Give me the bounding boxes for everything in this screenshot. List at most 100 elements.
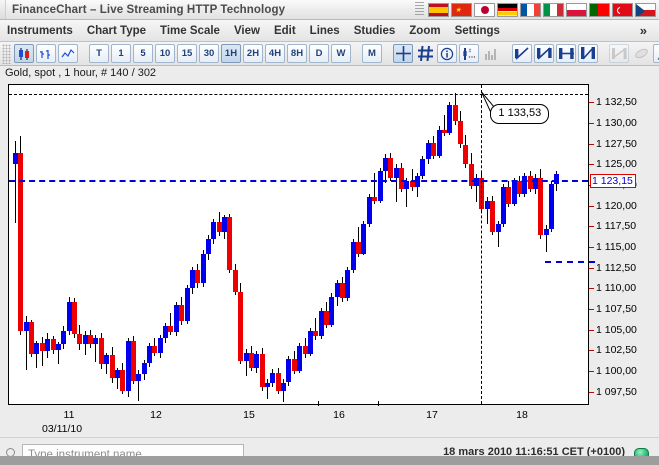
flag-poland[interactable] bbox=[566, 2, 587, 17]
menu-item-settings[interactable]: Settings bbox=[454, 24, 500, 37]
annotation-vertical-line-black[interactable] bbox=[481, 85, 483, 404]
menu-item-lines[interactable]: Lines bbox=[309, 24, 340, 37]
candle-body bbox=[340, 283, 346, 299]
candle-body bbox=[18, 152, 24, 332]
menu-overflow-button[interactable]: » bbox=[639, 23, 647, 38]
title-bar: FinanceChart – Live Streaming HTTP Techn… bbox=[0, 0, 659, 20]
volume-bars-icon[interactable] bbox=[481, 44, 501, 63]
timeframe-button-1h[interactable]: 1H bbox=[221, 44, 241, 63]
candlestick bbox=[297, 85, 303, 404]
menu-item-chart-type[interactable]: Chart Type bbox=[86, 24, 147, 37]
candle-body bbox=[425, 142, 431, 160]
candlestick bbox=[168, 85, 174, 404]
flag-spain[interactable] bbox=[428, 2, 449, 17]
candle-wick bbox=[138, 370, 140, 401]
candle-wick bbox=[283, 379, 285, 403]
timeframe-button-10[interactable]: 10 bbox=[155, 44, 175, 63]
time-axis[interactable]: 03/11/10 11 12 15 16 17 18 bbox=[8, 401, 589, 437]
flag-portugal[interactable] bbox=[589, 2, 610, 17]
timeframe-button-4h[interactable]: 4H bbox=[265, 44, 285, 63]
candlestick bbox=[543, 85, 549, 404]
flag-france[interactable] bbox=[520, 2, 541, 17]
candlestick bbox=[238, 85, 244, 404]
price-plot[interactable]: 1 133,53 bbox=[8, 84, 589, 405]
timeframe-button-t[interactable]: T bbox=[89, 44, 109, 63]
candlestick bbox=[522, 85, 528, 404]
candle-body bbox=[50, 338, 56, 351]
flag-czech[interactable] bbox=[635, 2, 656, 17]
timeframe-button-d[interactable]: D bbox=[309, 44, 329, 63]
candlestick bbox=[13, 85, 18, 404]
svg-text:#: # bbox=[469, 48, 472, 54]
price-axis-tick-label: 1 127,50 bbox=[596, 137, 637, 150]
candle-wick bbox=[374, 172, 376, 204]
menu-item-zoom[interactable]: Zoom bbox=[409, 24, 441, 37]
flag-japan[interactable] bbox=[474, 2, 495, 17]
instrument-search-input[interactable]: Type instrument name bbox=[22, 444, 244, 464]
candle-body bbox=[533, 177, 539, 190]
candle-body bbox=[543, 228, 549, 236]
timeframe-label: 5 bbox=[140, 47, 146, 59]
candlestick-chart-icon[interactable] bbox=[14, 44, 34, 63]
vertical-line-icon[interactable] bbox=[578, 44, 598, 63]
candlestick bbox=[104, 85, 110, 404]
candle-body bbox=[168, 326, 174, 333]
menu-item-time-scale[interactable]: Time Scale bbox=[160, 24, 220, 37]
menu-item-studies[interactable]: Studies bbox=[353, 24, 396, 37]
candlestick bbox=[23, 85, 29, 404]
line-chart-icon[interactable] bbox=[58, 44, 78, 63]
candle-wick bbox=[57, 342, 59, 364]
candlestick bbox=[61, 85, 67, 404]
candle-wick bbox=[25, 316, 27, 371]
grid-icon[interactable] bbox=[415, 44, 435, 63]
candlestick bbox=[270, 85, 276, 404]
candlestick bbox=[34, 85, 40, 404]
title-bar-grip bbox=[0, 0, 6, 19]
timeframe-button-30[interactable]: 30 bbox=[199, 44, 219, 63]
candlestick bbox=[468, 85, 474, 404]
mode-button[interactable]: M bbox=[362, 44, 382, 63]
info-icon[interactable] bbox=[437, 44, 457, 63]
trendline-channel-icon[interactable] bbox=[534, 44, 554, 63]
toolbar-grip[interactable] bbox=[2, 43, 11, 64]
candle-body bbox=[318, 311, 324, 337]
candlestick bbox=[264, 85, 270, 404]
eraser-icon[interactable] bbox=[631, 44, 651, 63]
menu-item-view[interactable]: View bbox=[233, 24, 260, 37]
candle-wick bbox=[395, 164, 397, 203]
price-callout[interactable]: 1 133,53 bbox=[490, 103, 550, 124]
timeframe-button-8h[interactable]: 8H bbox=[287, 44, 307, 63]
crosshair-icon[interactable] bbox=[393, 44, 413, 63]
pin-icon[interactable] bbox=[653, 44, 659, 63]
shape-tool-icon[interactable] bbox=[609, 44, 629, 63]
timeframe-button-w[interactable]: W bbox=[331, 44, 351, 63]
candle-wick bbox=[95, 334, 97, 362]
flag-turkey[interactable] bbox=[612, 2, 633, 17]
candlestick bbox=[307, 85, 313, 404]
timeframe-button-15[interactable]: 15 bbox=[177, 44, 197, 63]
candle-body bbox=[500, 187, 506, 224]
flag-germany[interactable] bbox=[497, 2, 518, 17]
candlestick bbox=[452, 85, 458, 404]
current-price-badge[interactable]: 1 123,15 bbox=[590, 173, 636, 188]
annotation-horizontal-line-black[interactable] bbox=[9, 93, 588, 95]
candle-body bbox=[447, 104, 453, 133]
timeframe-button-1[interactable]: 1 bbox=[111, 44, 131, 63]
candlestick bbox=[511, 85, 517, 404]
timeframe-button-5[interactable]: 5 bbox=[133, 44, 153, 63]
menu-item-instruments[interactable]: Instruments bbox=[7, 24, 73, 37]
bar-chart-icon[interactable] bbox=[36, 44, 56, 63]
trendline-icon[interactable] bbox=[512, 44, 532, 63]
timeframe-button-2h[interactable]: 2H bbox=[243, 44, 263, 63]
menu-item-edit[interactable]: Edit bbox=[273, 24, 296, 37]
data-window-icon[interactable]: # bbox=[459, 44, 479, 63]
app-title: FinanceChart – Live Streaming HTTP Techn… bbox=[12, 3, 286, 16]
flag-china[interactable]: ★ bbox=[451, 2, 472, 17]
candlestick bbox=[232, 85, 238, 404]
candle-body bbox=[441, 129, 447, 133]
flag-italy[interactable] bbox=[543, 2, 564, 17]
price-axis[interactable]: 1 123,15 1 132,50 1 130,00 1 127,50 1 125,0… bbox=[589, 84, 659, 405]
current-price-line[interactable] bbox=[9, 179, 588, 182]
candlestick bbox=[313, 85, 319, 404]
horizontal-line-icon[interactable] bbox=[556, 44, 576, 63]
